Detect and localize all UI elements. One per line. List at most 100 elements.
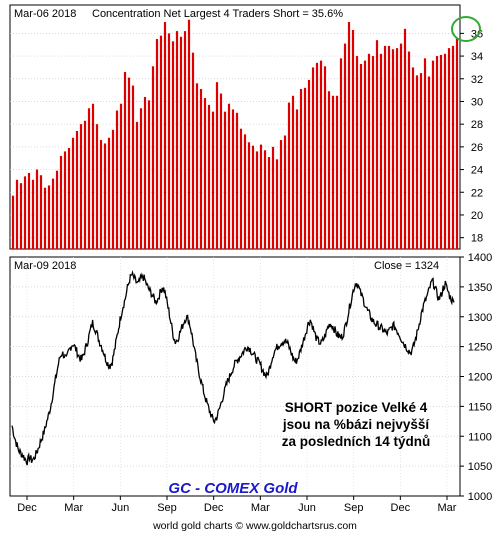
- concentration-bar: [223, 111, 227, 250]
- concentration-bar: [415, 75, 419, 249]
- bottom-y-tick-label: 1050: [468, 461, 492, 473]
- concentration-bar: [307, 79, 311, 250]
- footer-credit: world gold charts © www.goldchartsrus.co…: [152, 520, 357, 532]
- concentration-bar: [11, 195, 15, 249]
- concentration-bar: [451, 45, 455, 249]
- concentration-bar: [155, 39, 159, 249]
- concentration-bar: [411, 67, 415, 249]
- concentration-bar: [351, 29, 355, 249]
- concentration-bar: [75, 130, 79, 249]
- concentration-bar: [103, 143, 107, 249]
- top-bars: [11, 19, 459, 250]
- top-y-tick-label: 18: [471, 233, 483, 245]
- bottom-x-tick-label: Jun: [111, 502, 129, 514]
- concentration-bar: [267, 157, 271, 249]
- concentration-bar: [263, 150, 267, 249]
- concentration-bar: [327, 91, 331, 249]
- concentration-bar: [375, 40, 379, 250]
- concentration-bar: [303, 87, 307, 249]
- bottom-x-tick-label: Mar: [438, 502, 457, 514]
- bottom-x-tick-label: Dec: [204, 502, 224, 514]
- concentration-bar: [47, 185, 51, 249]
- concentration-bar: [207, 104, 211, 250]
- concentration-bar: [251, 145, 255, 249]
- bottom-y-tick-label: 1150: [468, 401, 492, 413]
- concentration-bar: [299, 88, 303, 249]
- concentration-bar: [171, 41, 175, 249]
- top-y-tick-label: 24: [471, 165, 483, 177]
- concentration-bar: [243, 134, 247, 249]
- concentration-bar: [39, 175, 43, 249]
- concentration-bar: [15, 179, 19, 249]
- concentration-bar: [179, 36, 183, 249]
- bottom-y-tick-label: 1350: [468, 282, 492, 294]
- concentration-bar: [403, 28, 407, 249]
- concentration-bar: [395, 48, 399, 249]
- concentration-bar: [63, 151, 67, 249]
- concentration-bar: [439, 54, 443, 250]
- bottom-x-axis: Dec Mar Jun Sep Dec Mar Jun Sep Dec Mar: [17, 496, 457, 514]
- concentration-bar: [115, 110, 119, 249]
- concentration-bar: [67, 148, 71, 249]
- bottom-y-tick-label: 1300: [468, 312, 492, 324]
- concentration-bar: [399, 43, 403, 250]
- top-title: Concentration Net Largest 4 Traders Shor…: [92, 8, 343, 20]
- concentration-bar: [359, 64, 363, 249]
- concentration-bar: [387, 45, 391, 249]
- concentration-bar: [259, 144, 263, 249]
- top-y-tick-label: 28: [471, 119, 483, 131]
- annotation-line-1: SHORT pozice Velké 4: [285, 400, 428, 415]
- annotation-line-3: za posledních 14 týdnů: [282, 434, 431, 449]
- concentration-bar: [119, 103, 123, 249]
- annotation-line-2: jsou na %bázi nejvyšší: [282, 417, 431, 432]
- concentration-bar: [51, 178, 55, 249]
- concentration-bar: [419, 73, 423, 249]
- concentration-bar: [191, 52, 195, 249]
- concentration-bar: [95, 124, 99, 249]
- concentration-bar: [319, 60, 323, 249]
- concentration-bar: [135, 121, 139, 249]
- bottom-y-axis: 1000 1050 1100 1150 1200 1250 1300 1350 1400: [460, 252, 492, 503]
- concentration-bar: [147, 100, 151, 249]
- concentration-bar: [295, 109, 299, 249]
- top-y-tick-label: 34: [471, 51, 483, 63]
- concentration-bar: [199, 88, 203, 249]
- concentration-bar: [43, 187, 47, 249]
- concentration-bar: [407, 51, 411, 249]
- concentration-bar: [323, 66, 327, 249]
- concentration-bar: [175, 31, 179, 249]
- top-title-date: Mar-06 2018: [14, 8, 76, 20]
- concentration-bar: [35, 169, 39, 249]
- concentration-bar: [99, 140, 103, 249]
- concentration-bar: [383, 45, 387, 249]
- concentration-bar: [315, 62, 319, 249]
- bottom-y-tick-label: 1000: [468, 491, 492, 503]
- bottom-title-date: Mar-09 2018: [14, 260, 76, 272]
- brand-label: GC - COMEX Gold: [168, 480, 298, 497]
- concentration-bar: [211, 111, 215, 250]
- concentration-bar: [183, 31, 187, 249]
- concentration-bar: [247, 142, 251, 249]
- concentration-bar: [215, 82, 219, 249]
- bottom-x-tick-label: Jun: [298, 502, 316, 514]
- concentration-bar: [227, 103, 231, 249]
- concentration-bar: [59, 155, 63, 249]
- top-y-tick-label: 22: [471, 187, 483, 199]
- concentration-bar: [231, 109, 235, 249]
- concentration-bar: [291, 95, 295, 249]
- concentration-bar: [343, 43, 347, 250]
- concentration-bar: [87, 108, 91, 250]
- concentration-bar: [435, 56, 439, 249]
- concentration-bar: [219, 93, 223, 250]
- concentration-bar: [83, 120, 87, 249]
- concentration-bar: [23, 176, 27, 249]
- bottom-x-tick-label: Mar: [64, 502, 83, 514]
- concentration-bar: [279, 140, 283, 249]
- bottom-x-tick-label: Mar: [251, 502, 270, 514]
- concentration-bar: [27, 172, 31, 249]
- bottom-y-tick-label: 1100: [468, 431, 492, 443]
- bottom-y-tick-label: 1400: [468, 252, 492, 264]
- concentration-bar: [163, 22, 167, 249]
- concentration-bar: [19, 183, 23, 249]
